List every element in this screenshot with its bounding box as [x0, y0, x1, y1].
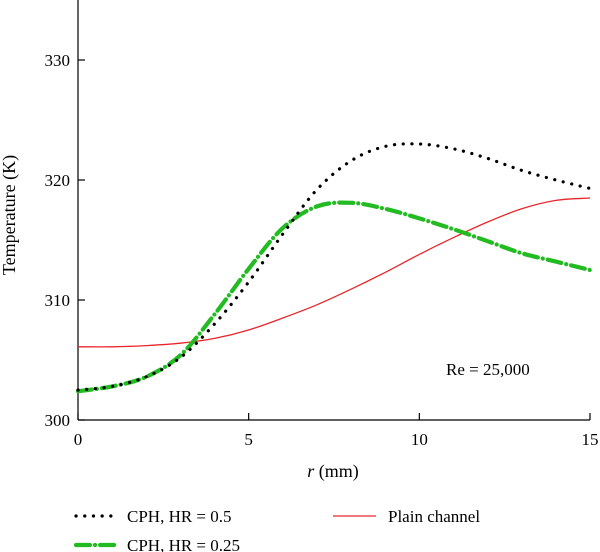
- legend-label-cph-hr-0.5: CPH, HR = 0.5: [127, 507, 232, 526]
- x-axis-title-unit: (mm): [314, 461, 359, 482]
- x-tick-label: 0: [74, 430, 83, 449]
- legend: CPH, HR = 0.5 CPH, HR = 0.25 Plain chann…: [73, 507, 480, 552]
- y-tick-label: 310: [45, 291, 71, 310]
- series-plain-channel-line: [77, 197, 591, 348]
- plot-axes: [77, 0, 590, 421]
- legend-label-plain-channel: Plain channel: [388, 507, 480, 526]
- reynolds-annotation: Re = 25,000: [446, 360, 530, 379]
- series-cph-hr-0.25-line: [75, 200, 593, 394]
- y-tick-label: 300: [45, 411, 71, 430]
- x-tick-label: 5: [244, 430, 253, 449]
- axis-ticks: 0 5 10 15 300 310 320 330: [45, 51, 599, 449]
- y-tick-label: 330: [45, 51, 71, 70]
- y-tick-label: 320: [45, 171, 71, 190]
- x-tick-label: 10: [411, 430, 428, 449]
- x-axis-title: r (mm): [307, 461, 359, 482]
- series-cph-hr-0.5-line: [76, 142, 592, 392]
- x-axis-title-variable: r: [307, 461, 315, 481]
- x-tick-label: 15: [582, 430, 599, 449]
- legend-label-cph-hr-0.25: CPH, HR = 0.25: [127, 536, 240, 552]
- y-axis-title: Temperature (K): [0, 155, 20, 275]
- series-layer: [75, 142, 593, 394]
